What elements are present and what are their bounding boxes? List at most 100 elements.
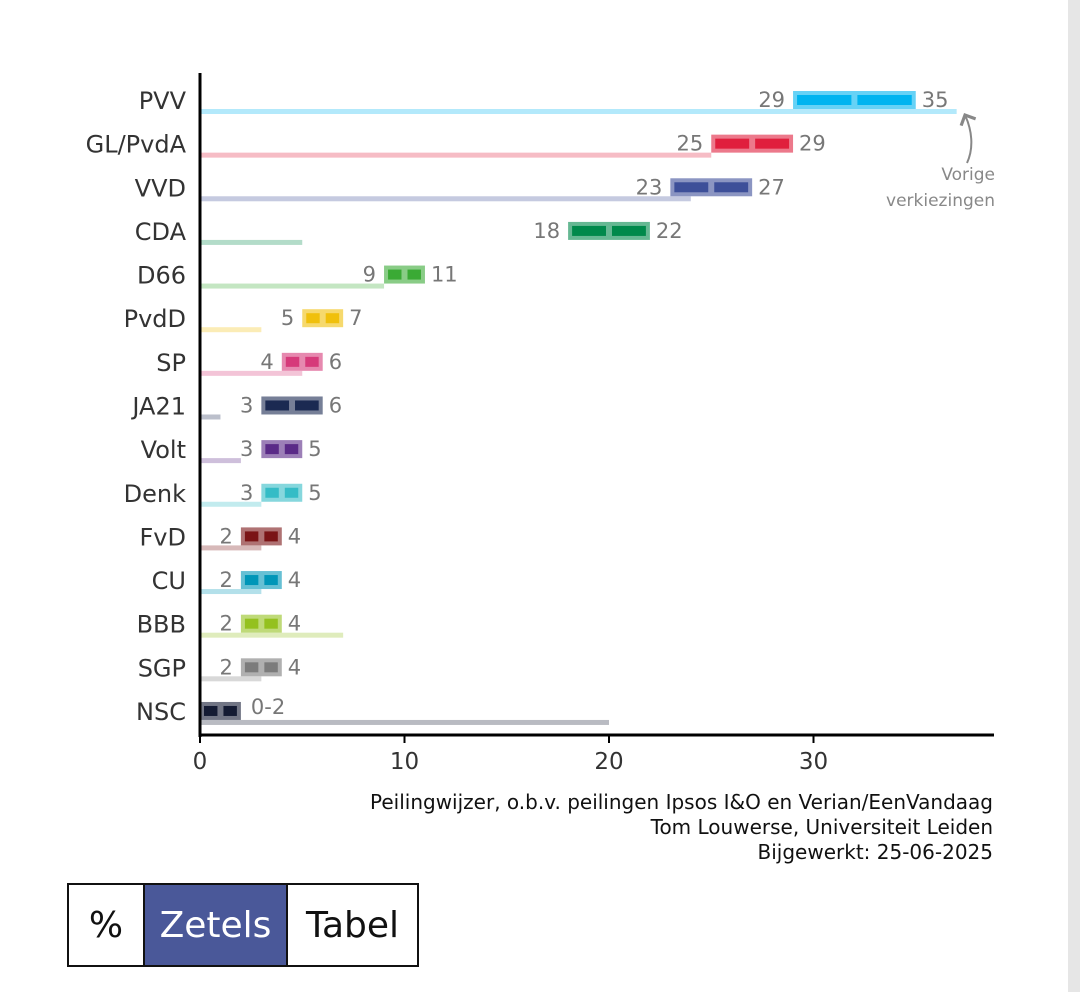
party-row-pvv: PVV 29 35 xyxy=(139,87,957,115)
previous-election-bar xyxy=(200,414,221,420)
seat-range-high-label: 4 xyxy=(288,568,301,592)
seat-range-low-label: 2 xyxy=(220,524,233,548)
seat-range-high-segment xyxy=(325,313,340,324)
view-toggle: % Zetels Tabel xyxy=(67,883,419,967)
seat-range-high-segment xyxy=(407,269,421,280)
seat-range-low-label: 9 xyxy=(363,263,376,287)
seat-range-high-label: 4 xyxy=(288,655,301,679)
party-row-pvdd: PvdD 5 7 xyxy=(124,305,363,333)
seat-range-low-segment xyxy=(265,487,279,498)
party-label: PVV xyxy=(139,87,187,115)
party-label: Denk xyxy=(124,480,186,508)
seat-range-high-segment xyxy=(264,618,278,629)
party-label: GL/PvdA xyxy=(86,131,187,159)
seat-range-high-segment xyxy=(284,444,299,455)
seat-range-high-label: 22 xyxy=(656,219,683,243)
party-row-fvd: FvD 2 4 xyxy=(140,523,302,551)
party-label: SP xyxy=(156,349,186,377)
seat-range-low-segment xyxy=(244,662,259,673)
seat-range-low-segment xyxy=(244,575,259,586)
seat-range-high-label: 27 xyxy=(758,175,785,199)
party-row-vvd: VVD 23 27 xyxy=(135,174,785,202)
party-row-cu: CU 2 4 xyxy=(152,567,302,595)
party-row-d66: D66 9 11 xyxy=(137,262,458,290)
previous-election-bar xyxy=(200,589,262,595)
party-row-volt: Volt 3 5 xyxy=(141,436,322,464)
x-tick-label: 0 xyxy=(193,749,208,775)
seat-range-low-label: 18 xyxy=(533,219,560,243)
previous-election-bar xyxy=(200,196,691,202)
seat-range-low-segment xyxy=(797,95,852,105)
previous-election-bar xyxy=(200,632,344,638)
seat-range-high-label: 6 xyxy=(329,393,342,417)
seat-range-low-label: 3 xyxy=(240,481,253,505)
seat-range-low-label: 2 xyxy=(220,612,233,636)
seat-range-high-label: 35 xyxy=(922,88,949,112)
previous-election-bar xyxy=(200,239,303,245)
seat-range-low-segment xyxy=(572,225,606,236)
party-label: CU xyxy=(152,567,186,595)
previous-election-bar xyxy=(200,501,262,507)
seat-range-high-segment xyxy=(284,487,299,498)
annotation-line-1: Vorige xyxy=(941,165,995,185)
seat-range-low-segment xyxy=(265,400,290,411)
seat-range-high-segment xyxy=(857,95,912,105)
previous-election-bar xyxy=(200,327,262,333)
previous-election-bar xyxy=(200,109,957,114)
party-row-ja21: JA21 3 6 xyxy=(130,392,342,420)
seat-range-low-label: 5 xyxy=(281,306,294,330)
seat-range-high-label: 5 xyxy=(308,437,321,461)
party-label: D66 xyxy=(137,262,186,290)
seat-range-low-segment xyxy=(244,618,259,629)
previous-election-bar xyxy=(200,676,262,682)
previous-election-bar xyxy=(200,283,385,289)
annotation-arrow xyxy=(959,112,977,164)
party-label: NSC xyxy=(136,698,186,726)
party-row-cda: CDA 18 22 xyxy=(135,218,683,246)
seat-range-high-label: 4 xyxy=(288,612,301,636)
seat-range-high-label: 7 xyxy=(349,306,362,330)
previous-election-annotation: Vorige verkiezingen xyxy=(886,112,995,211)
percent-button[interactable]: % xyxy=(69,885,143,965)
seat-range-high-segment xyxy=(264,662,278,673)
seat-range-low-label: 23 xyxy=(636,175,663,199)
party-row-sgp: SGP 2 4 xyxy=(138,654,301,682)
seat-range-high-segment xyxy=(612,225,646,236)
seat-range-low-segment xyxy=(244,531,259,542)
seat-range-high-label: 4 xyxy=(288,524,301,548)
seat-range-low-segment xyxy=(388,269,402,280)
seat-range-high-segment xyxy=(264,531,278,542)
source-line-2: Tom Louwerse, Universiteit Leiden xyxy=(650,815,993,839)
party-row-denk: Denk 3 5 xyxy=(124,480,322,508)
scrollbar[interactable] xyxy=(1068,0,1080,992)
x-tick-label: 20 xyxy=(594,749,623,775)
source-line-3: Bijgewerkt: 25-06-2025 xyxy=(757,840,993,864)
seats-button[interactable]: Zetels xyxy=(143,885,286,965)
seat-range-high-segment xyxy=(264,575,278,586)
party-label: PvdD xyxy=(124,305,186,333)
party-label: JA21 xyxy=(130,392,186,420)
source-line-1: Peilingwijzer, o.b.v. peilingen Ipsos I&… xyxy=(370,790,993,814)
annotation-line-2: verkiezingen xyxy=(886,191,995,211)
seat-range-low-segment xyxy=(204,705,218,716)
seat-range-low-segment xyxy=(674,182,709,193)
seat-range-high-segment xyxy=(305,356,319,367)
previous-election-bar xyxy=(200,370,303,376)
previous-election-bar xyxy=(200,458,241,464)
seat-range-high-segment xyxy=(223,705,237,716)
table-button[interactable]: Tabel xyxy=(286,885,417,965)
seat-range-high-label: 0-2 xyxy=(251,695,285,719)
x-tick-label: 30 xyxy=(799,749,828,775)
seat-range-high-label: 5 xyxy=(308,481,321,505)
seat-range-low-segment xyxy=(306,313,320,324)
seat-range-low-segment xyxy=(715,138,750,149)
party-row-sp: SP 4 6 xyxy=(156,349,342,377)
previous-election-bar xyxy=(200,545,262,551)
party-label: VVD xyxy=(135,174,186,202)
party-row-gl-pvda: GL/PvdA 25 29 xyxy=(86,131,826,159)
seat-range-low-label: 3 xyxy=(240,393,253,417)
party-label: FvD xyxy=(140,523,187,551)
party-label: Volt xyxy=(141,436,186,464)
party-row-bbb: BBB 2 4 xyxy=(137,611,344,639)
